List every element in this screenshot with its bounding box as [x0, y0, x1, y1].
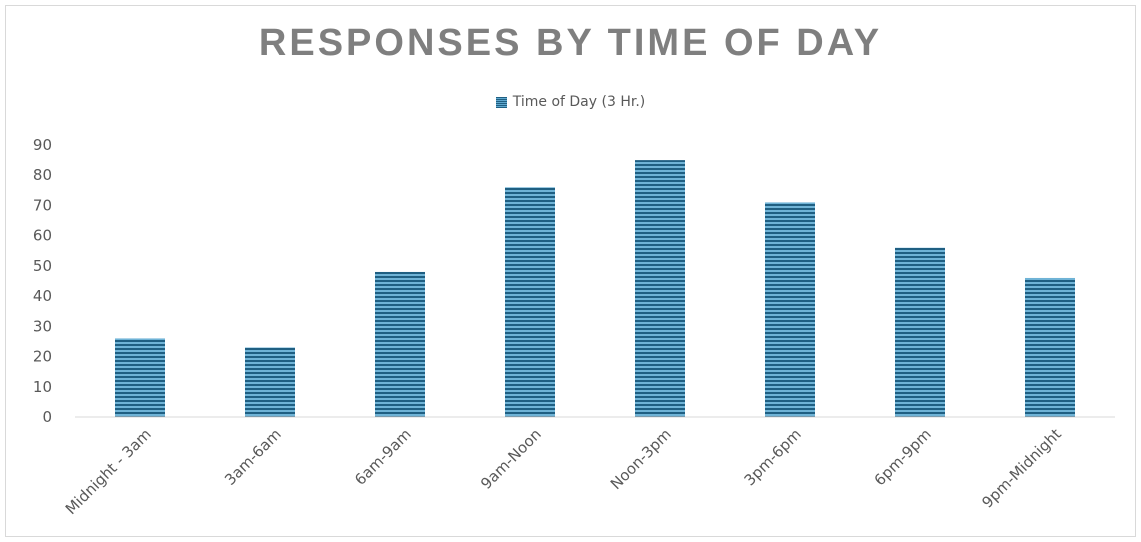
y-tick-label: 30	[33, 317, 52, 335]
legend: Time of Day (3 Hr.)	[0, 94, 1141, 110]
x-tick-label: Midnight - 3am	[62, 425, 155, 518]
bars	[115, 160, 1075, 417]
x-tick-label: 6pm-9pm	[871, 425, 935, 489]
x-tick-label: 9pm-Midnight	[978, 425, 1065, 512]
y-tick-label: 10	[33, 378, 52, 396]
y-tick-label: 20	[33, 348, 52, 366]
bar	[245, 347, 295, 417]
bar	[895, 247, 945, 417]
bar	[635, 160, 685, 417]
x-tick-label: 9am-Noon	[477, 425, 545, 493]
y-tick-label: 90	[33, 136, 52, 154]
bar	[1025, 277, 1075, 417]
x-axis: Midnight - 3am 3am-6am 6am-9am 9am-Noon Noon…	[62, 416, 1115, 518]
bar	[375, 271, 425, 417]
legend-swatch	[495, 96, 507, 108]
y-axis: 0 10 20 30 40 50 60 70 80 90	[33, 136, 52, 426]
y-tick-label: 50	[33, 257, 52, 275]
y-tick-label: 40	[33, 287, 52, 305]
chart-frame	[5, 5, 1136, 537]
bar	[765, 202, 815, 417]
x-tick-label: 6am-9am	[351, 425, 415, 489]
y-tick-label: 0	[42, 408, 52, 426]
legend-label: Time of Day (3 Hr.)	[512, 94, 646, 110]
x-tick-label: Noon-3pm	[607, 425, 675, 493]
bar	[505, 187, 555, 417]
y-tick-label: 70	[33, 196, 52, 214]
y-tick-label: 80	[33, 166, 52, 184]
y-tick-label: 60	[33, 227, 52, 245]
x-tick-label: 3pm-6pm	[741, 425, 805, 489]
x-tick-label: 3am-6am	[221, 425, 285, 489]
chart-title: RESPONSES BY TIME OF DAY	[258, 22, 883, 64]
bar	[115, 338, 165, 417]
